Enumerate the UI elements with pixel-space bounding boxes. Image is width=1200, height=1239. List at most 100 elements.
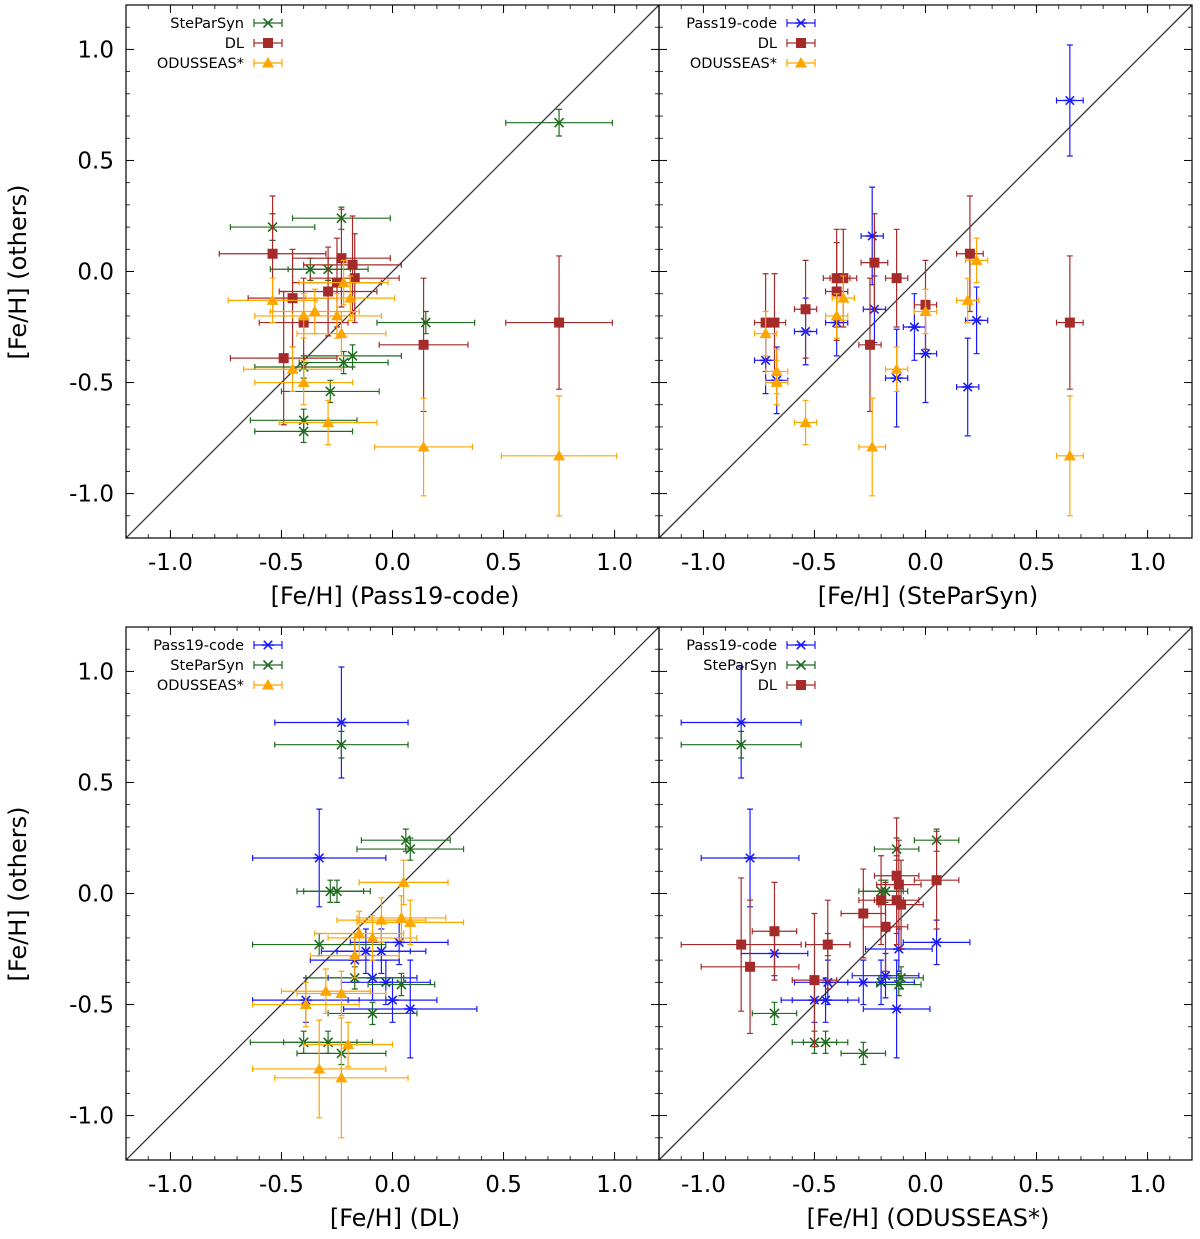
data-point — [919, 305, 932, 316]
data-layer — [680, 666, 971, 1066]
series-dl — [218, 195, 613, 426]
data-point — [313, 853, 326, 863]
data-point — [919, 348, 932, 359]
data-point — [864, 339, 875, 350]
plot-frame — [658, 4, 1193, 539]
legend: Pass19-code SteParSyn ODUSSEAS* — [153, 638, 283, 694]
data-point — [325, 386, 336, 397]
data-point — [347, 350, 358, 361]
data-point — [375, 914, 388, 925]
legend-label: Pass19-code — [153, 638, 244, 654]
x-axis-label: [Fe/H] (DL) — [330, 1204, 460, 1232]
legend-label: Pass19-code — [686, 16, 777, 32]
data-point — [830, 309, 843, 321]
x-tick-label: -0.5 — [792, 1172, 837, 1198]
data-point — [890, 363, 903, 374]
data-point — [308, 305, 321, 316]
data-point — [896, 899, 907, 910]
panel-1: -1.0 -0.5 0.0 0.5 1.0 -1.0 -0.5 0.0 0.5 1.0 StePar… — [4, 4, 660, 610]
data-point — [298, 426, 309, 437]
data-point — [337, 276, 350, 288]
data-layer — [218, 108, 618, 517]
data-point — [366, 931, 379, 943]
series-dl — [753, 195, 1084, 413]
data-point — [323, 1037, 334, 1048]
legend-label: SteParSyn — [170, 16, 244, 32]
data-point — [319, 985, 332, 996]
data-point — [961, 294, 974, 305]
data-point — [1063, 95, 1076, 106]
data-point — [417, 440, 430, 452]
data-layer — [249, 666, 478, 1139]
data-point — [930, 937, 943, 948]
data-point — [386, 995, 399, 1005]
data-point — [970, 254, 983, 265]
data-point — [299, 998, 312, 1010]
data-point — [970, 315, 983, 326]
x-axis-label: [Fe/H] (ODUSSEAS*) — [807, 1204, 1050, 1232]
data-point — [405, 844, 416, 855]
y-tick-label: -1.0 — [69, 1104, 114, 1130]
data-point — [769, 926, 780, 937]
data-point — [857, 977, 870, 988]
data-point — [964, 248, 975, 259]
legend-marker — [796, 38, 806, 48]
data-point — [286, 363, 299, 374]
data-point — [349, 273, 360, 284]
legend-marker — [262, 57, 274, 68]
series-odusseas- — [251, 859, 465, 1139]
legend-marker — [796, 680, 806, 690]
data-point — [338, 357, 349, 368]
data-point — [770, 376, 783, 388]
data-point — [869, 257, 880, 268]
data-point — [858, 1048, 869, 1059]
series-pass19-code — [680, 666, 971, 1059]
series-odusseas- — [227, 259, 618, 517]
legend-marker — [795, 640, 807, 650]
data-point — [1063, 449, 1076, 461]
data-point — [353, 927, 366, 938]
legend-label: DL — [225, 36, 244, 52]
data-point — [831, 286, 842, 297]
data-point — [267, 248, 278, 259]
x-tick-label: 1.0 — [1129, 1172, 1166, 1198]
data-point — [397, 876, 410, 887]
data-point — [745, 961, 756, 972]
x-tick-label: -1.0 — [681, 1172, 726, 1198]
data-point — [735, 717, 748, 728]
x-tick-label: 0.0 — [374, 1172, 411, 1198]
legend-label: Pass19-code — [686, 638, 777, 654]
series-odusseas- — [753, 237, 1084, 517]
x-tick-label: 0.0 — [907, 550, 944, 576]
identity-line — [125, 4, 660, 539]
data-point — [837, 292, 850, 303]
data-point — [344, 292, 357, 303]
data-point — [336, 739, 347, 750]
data-point — [420, 317, 431, 328]
data-point — [800, 304, 811, 315]
data-point — [890, 1004, 903, 1014]
x-tick-label: 0.5 — [485, 550, 522, 576]
data-point — [809, 975, 820, 986]
legend-marker — [262, 679, 274, 690]
data-point — [396, 979, 407, 990]
data-point — [931, 875, 942, 886]
data-point — [331, 886, 343, 897]
data-point — [744, 853, 757, 863]
data-point — [335, 1071, 348, 1083]
data-point — [400, 835, 411, 846]
y-tick-label: 0.5 — [77, 770, 114, 796]
legend-label: DL — [758, 678, 777, 694]
data-point — [880, 921, 891, 932]
x-axis-label: [Fe/H] (SteParSyn) — [818, 582, 1039, 610]
data-point — [404, 916, 417, 927]
data-layer — [753, 44, 1084, 517]
data-point — [896, 972, 907, 983]
legend-label: ODUSSEAS* — [157, 56, 244, 72]
data-point — [395, 911, 408, 923]
data-point — [335, 717, 348, 728]
series-steparsyn — [680, 730, 960, 1066]
data-point — [553, 117, 565, 128]
data-point — [297, 376, 310, 388]
